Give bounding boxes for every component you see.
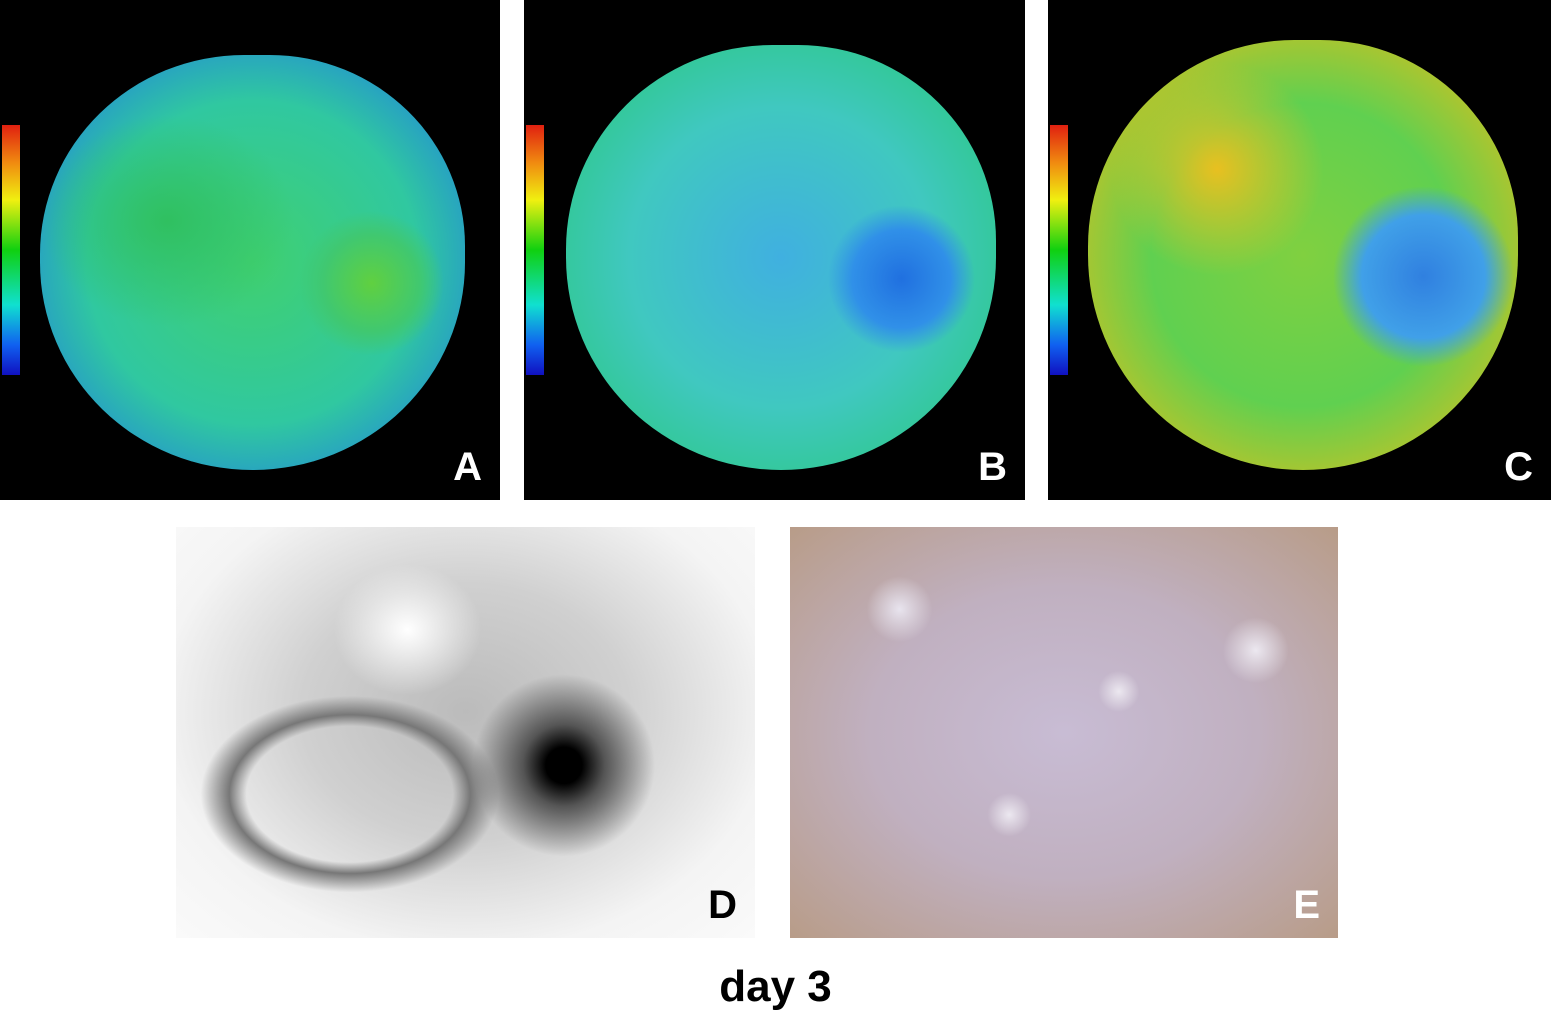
panel-label: C [1504,445,1533,489]
colorbar [2,125,20,375]
mri-slice-image [566,45,996,470]
panel-e: E [790,527,1338,938]
panel-b: B [524,0,1025,500]
panel-c: C [1048,0,1551,500]
mri-slice-image [1088,40,1518,470]
panel-label: B [978,445,1007,489]
mri-slice-image [40,55,465,470]
panel-label: D [708,883,737,927]
panel-label: E [1293,883,1320,927]
panel-a: A [0,0,500,500]
figure-caption: day 3 [719,962,832,1011]
colorbar [1050,125,1068,375]
panel-d: D [176,527,755,938]
colorbar [526,125,544,375]
panel-label: A [453,445,482,489]
